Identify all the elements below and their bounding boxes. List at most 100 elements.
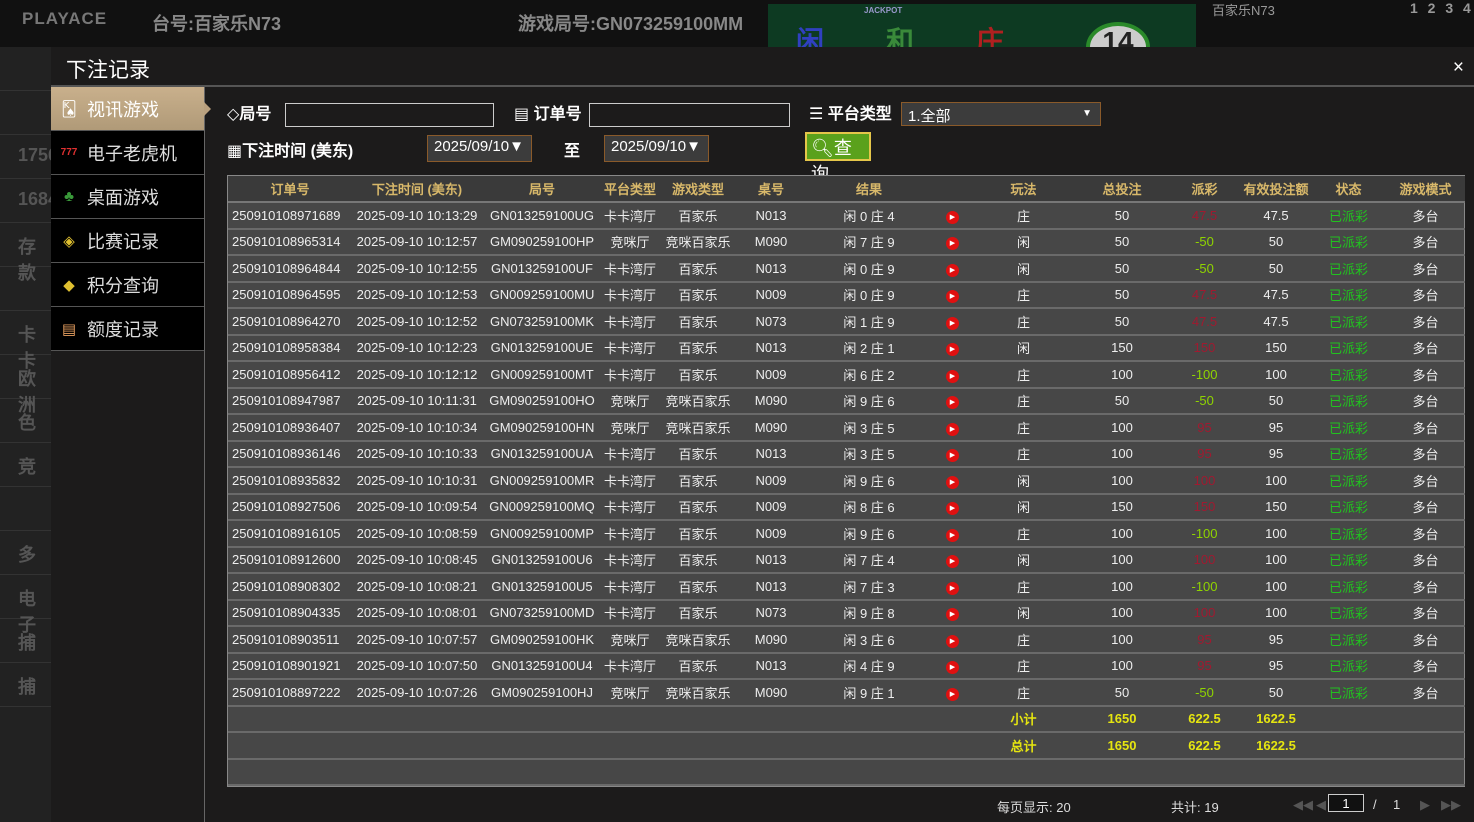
game-type: 百家乐: [658, 467, 738, 495]
diamond-icon: ◆: [63, 276, 75, 294]
sidebar-item-2[interactable]: ♣ 桌面游戏: [51, 175, 204, 219]
lobby-item: 卡卡: [0, 311, 51, 371]
record-sidebar: 🂮 视讯游戏 777 电子老虎机 ♣ 桌面游戏 ◈ 比赛记录 ◆ 积分查询 ▤ 额度记录: [51, 87, 211, 822]
lobby-item: 竞: [0, 443, 51, 487]
order-no: 250910108916105: [228, 520, 352, 548]
sidebar-item-label: 桌面游戏: [87, 187, 159, 208]
bet-record-table: 订单号 下注时间 (美东) 局号 平台类型 游戏类型 桌号 结果 玩法 总投注 派彩 有效投注额 状态…: [227, 175, 1465, 787]
play-video-icon[interactable]: ▶: [946, 210, 959, 224]
empty-cell: [228, 705, 352, 733]
table-no: N073: [738, 308, 804, 336]
play-video-icon[interactable]: ▶: [946, 396, 959, 410]
order-no: 250910108912600: [228, 546, 352, 574]
payout: -100: [1168, 361, 1241, 389]
status: 已派彩: [1311, 281, 1386, 309]
empty-cell: [934, 705, 971, 733]
platform: 卡卡湾厅: [602, 202, 658, 230]
platform: 竞咪厅: [602, 414, 658, 442]
payout: -50: [1168, 387, 1241, 415]
table-no: N009: [738, 520, 804, 548]
round-input[interactable]: [285, 103, 494, 127]
table-no: M090: [738, 228, 804, 256]
play-video-icon[interactable]: ▶: [946, 687, 959, 701]
sidebar-item-5[interactable]: ▤ 额度记录: [51, 307, 204, 351]
payout: 47.5: [1168, 202, 1241, 230]
game-type: 百家乐: [658, 520, 738, 548]
game-mode: 多台: [1386, 546, 1465, 574]
sidebar-item-1[interactable]: 777 电子老虎机: [51, 131, 204, 175]
play-video-icon[interactable]: ▶: [946, 343, 959, 357]
first-page-icon[interactable]: ◀◀: [1293, 797, 1313, 812]
result: 闲 7 庄 9: [804, 228, 934, 256]
date-to-select[interactable]: 2025/09/10▼: [604, 135, 709, 162]
total-bet: 50: [1076, 202, 1168, 230]
play-video-icon[interactable]: ▶: [946, 661, 959, 675]
play-video-icon[interactable]: ▶: [946, 475, 959, 489]
bet-time: 2025-09-10 10:13:29: [352, 202, 482, 230]
result: 闲 0 庄 9: [804, 281, 934, 309]
play-video-icon[interactable]: ▶: [946, 634, 959, 648]
play-video-icon[interactable]: ▶: [946, 316, 959, 330]
play-video-icon[interactable]: ▶: [946, 422, 959, 436]
order-no: 250910108958384: [228, 334, 352, 362]
round-no: GN013259100UA: [482, 440, 602, 468]
platform: 卡卡湾厅: [602, 255, 658, 283]
empty-cell: [352, 705, 482, 733]
play-video-icon[interactable]: ▶: [946, 369, 959, 383]
total-bet: 50: [1076, 387, 1168, 415]
prev-page-icon[interactable]: ◀: [1316, 797, 1326, 812]
valid-bet: 150: [1241, 334, 1311, 362]
play-video-icon[interactable]: ▶: [946, 502, 959, 516]
table-row: 250910108964595 2025-09-10 10:12:53 GN0092…: [228, 281, 1465, 309]
bet-type: 庄: [971, 308, 1076, 336]
close-icon[interactable]: ×: [1452, 57, 1464, 78]
play-video-icon[interactable]: ▶: [946, 581, 959, 595]
lobby-item: 电子: [0, 575, 51, 635]
table-no: N073: [738, 599, 804, 627]
replay-cell: ▶: [934, 202, 971, 230]
last-page-icon[interactable]: ▶▶: [1441, 797, 1461, 812]
bet-time: 2025-09-10 10:12:55: [352, 255, 482, 283]
order-input[interactable]: [589, 103, 790, 127]
game-type: 竞咪百家乐: [658, 626, 738, 654]
round-filter-label: ◇局号: [227, 100, 271, 124]
game-mode: 多台: [1386, 520, 1465, 548]
play-video-icon[interactable]: ▶: [946, 263, 959, 277]
payout: -100: [1168, 573, 1241, 601]
empty-cell: [228, 732, 352, 760]
replay-cell: ▶: [934, 520, 971, 548]
payout: -50: [1168, 679, 1241, 707]
table-row: 250910108964844 2025-09-10 10:12:55 GN0132…: [228, 255, 1465, 283]
query-button[interactable]: 🔍︎查询: [805, 132, 871, 184]
empty-cell: [804, 705, 934, 733]
sidebar-item-3[interactable]: ◈ 比赛记录: [51, 219, 204, 263]
result: 闲 0 庄 4: [804, 202, 934, 230]
play-video-icon[interactable]: ▶: [946, 555, 959, 569]
play-video-icon[interactable]: ▶: [946, 290, 959, 304]
play-video-icon[interactable]: ▶: [946, 449, 959, 463]
game-mode: 多台: [1386, 334, 1465, 362]
play-video-icon[interactable]: ▶: [946, 528, 959, 542]
platform: 卡卡湾厅: [602, 546, 658, 574]
column-header: 状态: [1311, 176, 1386, 203]
clipboard-icon: ▤: [514, 106, 530, 123]
table-no: N009: [738, 361, 804, 389]
next-page-icon[interactable]: ▶: [1420, 797, 1430, 812]
page-input[interactable]: [1328, 794, 1364, 812]
game-mode: 多台: [1386, 493, 1465, 521]
platform: 竞咪厅: [602, 228, 658, 256]
platform: 卡卡湾厅: [602, 493, 658, 521]
date-from-select[interactable]: 2025/09/10▼: [427, 135, 532, 162]
sidebar-item-4[interactable]: ◆ 积分查询: [51, 263, 204, 307]
platform-select[interactable]: 1.全部 ▼: [901, 102, 1101, 126]
result: 闲 9 庄 8: [804, 599, 934, 627]
game-type: 百家乐: [658, 281, 738, 309]
status: 已派彩: [1311, 520, 1386, 548]
game-mode: 多台: [1386, 281, 1465, 309]
replay-cell: ▶: [934, 599, 971, 627]
status: 已派彩: [1311, 308, 1386, 336]
sidebar-item-0[interactable]: 🂮 视讯游戏: [51, 87, 211, 131]
play-video-icon[interactable]: ▶: [946, 237, 959, 251]
play-video-icon[interactable]: ▶: [946, 608, 959, 622]
empty-cell: [1386, 732, 1465, 760]
